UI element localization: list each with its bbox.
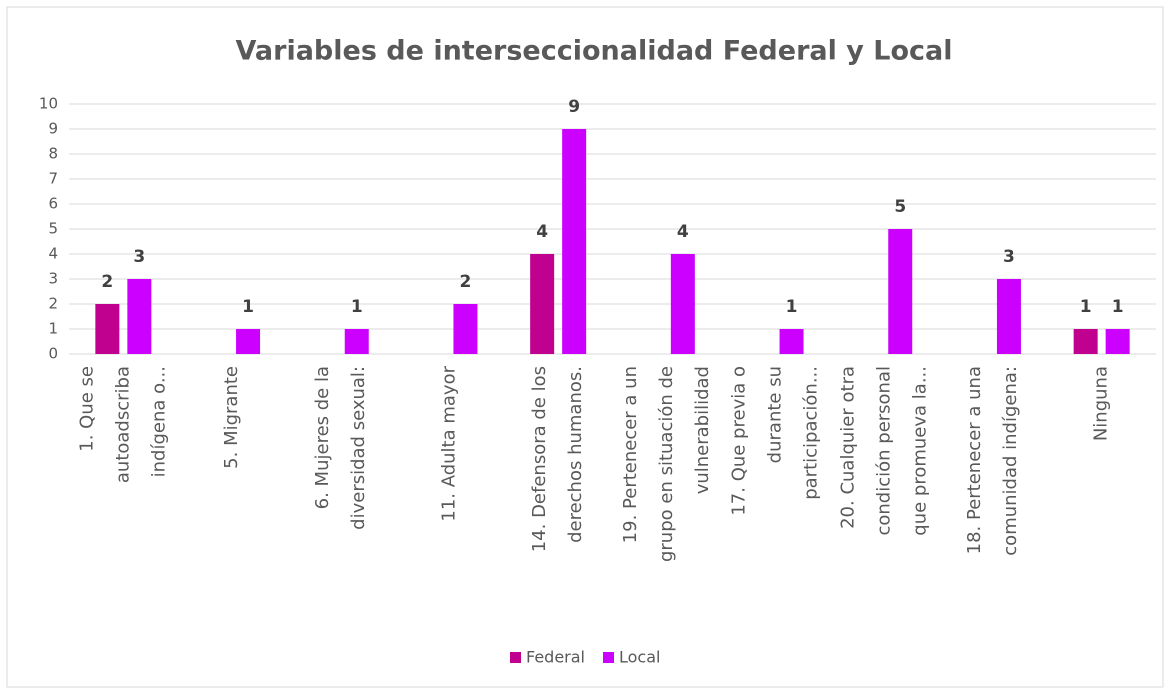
data-label: 1 [242, 297, 254, 317]
y-tick-label: 9 [48, 120, 58, 138]
bar [996, 279, 1021, 354]
x-tick-label: 6. Mujeres de la [312, 366, 333, 509]
y-tick-label: 5 [48, 220, 58, 238]
x-tick-label: participación... [801, 366, 822, 500]
x-tick-label: Ninguna [1091, 366, 1112, 441]
bar [1105, 329, 1130, 354]
bar [344, 329, 369, 354]
data-label: 2 [101, 272, 113, 292]
legend-swatch [510, 652, 521, 663]
bar [562, 129, 587, 354]
bar [95, 304, 120, 354]
x-tick-label: que promueva la... [909, 366, 930, 536]
x-tick-label: 11. Adulta mayor [438, 365, 459, 521]
x-tick-label: condición personal [873, 366, 894, 536]
chart-title: Variables de interseccionalidad Federal … [236, 36, 953, 67]
data-label: 3 [1003, 247, 1015, 267]
bar [888, 229, 913, 354]
data-label: 4 [677, 222, 689, 242]
data-label: 4 [536, 222, 548, 242]
bar [236, 329, 261, 354]
y-tick-label: 0 [48, 345, 58, 363]
x-tick-label: vulnerabilidad [692, 366, 713, 494]
x-tick-label: derechos humanos. [565, 366, 586, 543]
x-tick-label: autoadscriba [112, 366, 133, 483]
x-tick-label: 17. Que previa o [729, 366, 750, 516]
y-tick-label: 8 [48, 145, 58, 163]
y-tick-label: 2 [48, 295, 58, 313]
x-tick-label: 14. Defensora de los [529, 366, 550, 552]
bar [530, 254, 555, 354]
y-tick-label: 7 [48, 170, 58, 188]
x-tick-label: 20. Cualquier otra [837, 366, 858, 529]
data-label: 1 [786, 297, 798, 317]
data-label: 1 [1112, 297, 1124, 317]
legend-swatch [603, 652, 614, 663]
bar [127, 279, 152, 354]
x-tick-label: comunidad indígena: [1000, 366, 1021, 556]
x-tick-label: durante su [765, 366, 786, 463]
y-tick-label: 10 [39, 95, 58, 113]
data-label: 5 [894, 197, 906, 217]
x-tick-label: indígena o... [148, 366, 169, 477]
bar [1073, 329, 1098, 354]
x-tick-label: 19. Pertenecer a un [620, 366, 641, 543]
x-tick-label: diversidad sexual: [348, 366, 369, 530]
y-tick-label: 3 [48, 270, 58, 288]
data-label: 2 [460, 272, 472, 292]
data-label: 9 [568, 97, 580, 117]
bar [453, 304, 478, 354]
data-label: 3 [133, 247, 145, 267]
data-label: 1 [351, 297, 363, 317]
x-tick-label: grupo en situación de [656, 366, 677, 562]
x-tick-label: 18. Pertenecer a una [964, 366, 985, 554]
y-tick-label: 1 [48, 320, 58, 338]
y-tick-label: 4 [48, 245, 58, 263]
data-label: 1 [1080, 297, 1092, 317]
y-tick-label: 6 [48, 195, 58, 213]
x-tick-label: 5. Migrante [221, 366, 242, 469]
bar [670, 254, 695, 354]
legend-label: Federal [526, 648, 585, 667]
bar [779, 329, 804, 354]
x-tick-label: 1. Que se [76, 366, 97, 452]
legend-label: Local [619, 648, 660, 667]
